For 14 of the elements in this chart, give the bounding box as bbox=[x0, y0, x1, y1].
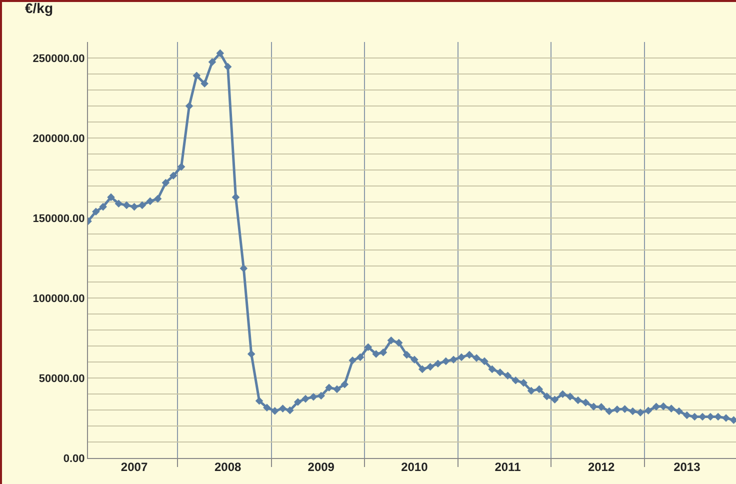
y-tick-label: 50000.00 bbox=[38, 372, 85, 385]
x-tick-label: 2010 bbox=[401, 460, 428, 474]
y-tick-label: 0.00 bbox=[63, 452, 85, 465]
y-tick-label: 100000.00 bbox=[32, 292, 85, 305]
x-tick-label: 2009 bbox=[308, 460, 335, 474]
x-tick-label: 2012 bbox=[588, 460, 615, 474]
y-tick-label: 250000.00 bbox=[32, 52, 85, 65]
x-tick-label: 2008 bbox=[214, 460, 242, 474]
y-tick-label: 200000.00 bbox=[32, 132, 85, 145]
x-tick-label: 2007 bbox=[120, 460, 148, 474]
y-tick-label: 150000.00 bbox=[32, 212, 85, 225]
y-axis-title: €/kg bbox=[25, 0, 54, 16]
x-tick-label: 2011 bbox=[494, 460, 522, 474]
x-tick-label: 2013 bbox=[674, 460, 701, 474]
